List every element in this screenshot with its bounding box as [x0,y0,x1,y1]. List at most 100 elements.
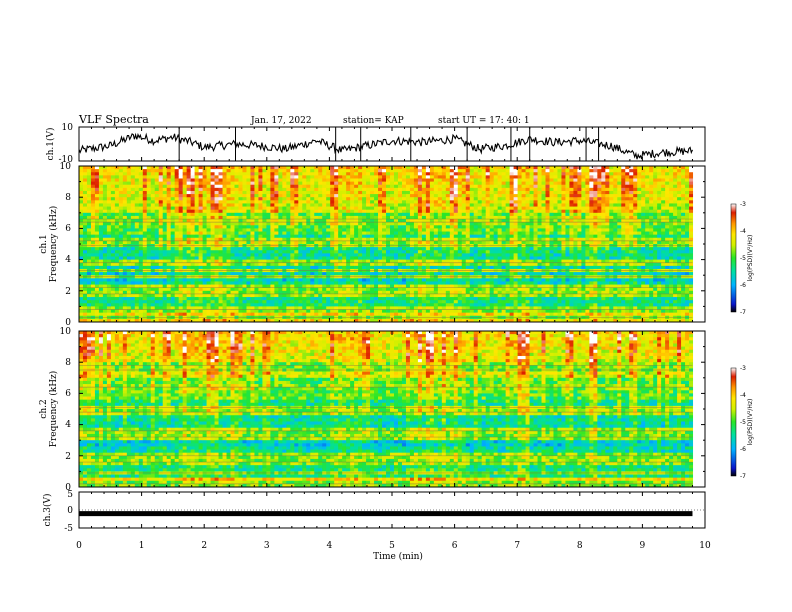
heatmap-cell [362,250,367,254]
heatmap-cell [294,265,299,270]
heatmap-cell [90,190,96,195]
heatmap-cell [278,166,283,170]
heatmap-cell [338,312,343,317]
heatmap-cell [82,281,88,285]
heatmap-cell [382,293,387,298]
heatmap-cell [130,287,136,292]
heatmap-cell [274,240,279,245]
heatmap-cell [393,247,399,251]
heatmap-cell [413,250,419,254]
heatmap-cell [294,225,299,229]
heatmap-cell [401,265,407,270]
heatmap-cell [94,309,100,314]
heatmap-cell [250,228,255,232]
heatmap-cell [154,312,160,317]
heatmap-cell [234,306,239,310]
heatmap-cell [79,178,84,182]
heatmap-cell [397,293,403,298]
heatmap-cell [445,253,451,257]
heatmap-cell [429,281,435,285]
heatmap-cell [214,272,219,276]
heatmap-cell [90,166,96,170]
heatmap-cell [318,215,323,220]
heatmap-cell [374,306,379,310]
heatmap-cell [417,197,423,201]
heatmap-cell [294,212,299,217]
heatmap-cell [262,200,267,204]
heatmap-cell [294,194,299,198]
heatmap-cell [150,215,156,220]
heatmap-cell [425,181,431,186]
heatmap-cell [457,303,463,307]
heatmap-cell [370,247,375,251]
heatmap-cell [86,222,92,226]
heatmap-cell [142,300,148,304]
heatmap-cell [326,240,331,245]
heatmap-cell [425,212,431,217]
heatmap-cell [409,300,415,304]
heatmap-cell [330,225,335,229]
heatmap-cell [90,219,96,223]
heatmap-cell [429,259,435,264]
heatmap-cell [262,312,267,317]
heatmap-cell [174,190,180,195]
heatmap-cell [130,247,136,251]
heatmap-cell [134,293,140,298]
heatmap-cell [198,240,204,245]
heatmap-cell [378,194,383,198]
heatmap-cell [246,190,251,195]
heatmap-cell [79,265,84,270]
heatmap-cell [150,225,156,229]
heatmap-cell [238,300,243,304]
heatmap-cell [393,290,399,295]
heatmap-cell [282,281,287,285]
heatmap-cell [122,306,128,310]
heatmap-cell [262,219,267,223]
heatmap-cell [218,284,223,289]
heatmap-cell [386,209,391,214]
heatmap-cell [386,303,391,307]
heatmap-cell [106,181,112,186]
heatmap-cell [194,166,200,170]
heatmap-cell [198,225,204,229]
heatmap-cell [393,262,399,267]
heatmap-cell [461,187,467,192]
heatmap-cell [334,169,339,173]
heatmap-cell [457,281,463,285]
heatmap-cell [234,184,239,189]
heatmap-cell [118,181,124,186]
heatmap-cell [150,287,156,292]
heatmap-cell [366,278,371,282]
heatmap-cell [405,318,411,323]
heatmap-cell [102,303,108,307]
heatmap-cell [166,166,172,170]
heatmap-cell [186,212,192,217]
heatmap-cell [314,178,319,182]
heatmap-cell [258,303,263,307]
heatmap-cell [326,231,331,236]
heatmap-cell [374,290,379,295]
heatmap-cell [354,272,359,276]
heatmap-cell [354,237,359,242]
heatmap-cell [310,247,315,251]
heatmap-cell [461,265,467,270]
ch1-voltage-tick-top: 10 [62,123,74,133]
heatmap-cell [266,281,271,285]
heatmap-cell [302,169,307,173]
heatmap-cell [162,318,168,323]
heatmap-cell [194,197,200,201]
heatmap-cell [354,166,359,170]
heatmap-cell [461,237,467,242]
heatmap-cell [142,200,148,204]
heatmap-cell [114,237,120,242]
heatmap-cell [318,212,323,217]
heatmap-cell [194,312,200,317]
heatmap-cell [218,209,223,214]
heatmap-cell [194,203,200,207]
heatmap-cell [346,250,351,254]
heatmap-cell [202,222,207,226]
heatmap-cell [409,178,415,182]
heatmap-cell [250,197,255,201]
heatmap-cell [374,265,379,270]
heatmap-cell [330,203,335,207]
